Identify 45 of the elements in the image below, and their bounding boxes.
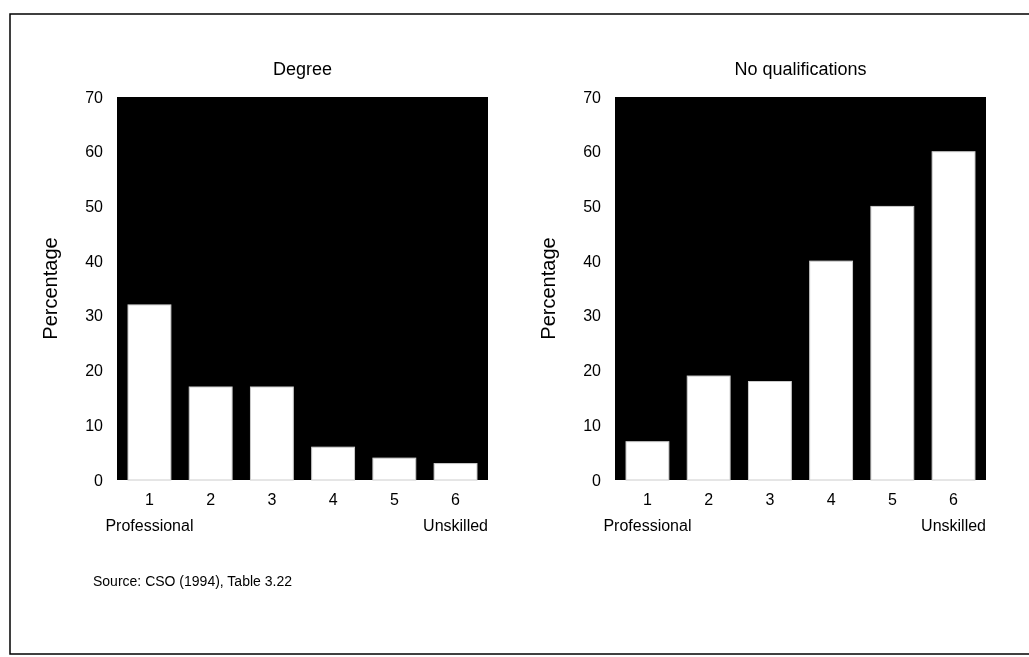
- y-tick-label: 0: [94, 471, 104, 489]
- bar: [747, 381, 792, 481]
- y-tick-label: 30: [85, 307, 104, 325]
- x-tick-label: 6 Unskilled: [423, 491, 489, 534]
- y-tick-label: 0: [592, 471, 602, 489]
- y-tick-label: 30: [583, 307, 602, 325]
- y-tick-label: 60: [583, 143, 602, 161]
- y-tick-label: 10: [583, 416, 602, 434]
- y-axis-title: Percentage: [537, 237, 559, 340]
- x-tick-label: 6 Unskilled: [921, 491, 987, 534]
- y-tick-label: 70: [85, 88, 104, 106]
- x-tick-label: 4: [328, 491, 338, 508]
- y-tick-label: 60: [85, 143, 104, 161]
- x-tick-label: 2: [704, 491, 714, 508]
- bar: [127, 304, 172, 481]
- bar: [625, 441, 670, 481]
- bar: [809, 260, 854, 481]
- x-tick-label: 5: [887, 491, 897, 508]
- y-tick-label: 50: [85, 198, 104, 216]
- x-tick-label: 3: [765, 491, 775, 508]
- bar: [870, 205, 915, 481]
- bar: [372, 457, 417, 481]
- y-tick-label: 70: [583, 88, 602, 106]
- y-tick-label: 40: [583, 252, 602, 270]
- y-tick-label: 40: [85, 252, 104, 270]
- x-tick-label: 4: [826, 491, 836, 508]
- y-tick-label: 20: [85, 362, 104, 380]
- y-axis-title: Percentage: [39, 237, 61, 340]
- bar: [188, 386, 233, 481]
- bar: [686, 375, 731, 481]
- bar: [249, 386, 294, 481]
- x-tick-label: 5: [389, 491, 399, 508]
- x-tick-label: 1 Professional: [105, 491, 194, 534]
- y-tick-label: 20: [583, 362, 602, 380]
- x-tick-label: 2: [206, 491, 216, 508]
- x-tick-label: 3: [267, 491, 277, 508]
- y-tick-label: 10: [85, 416, 104, 434]
- x-tick-label: 1 Professional: [603, 491, 692, 534]
- bar: [433, 463, 478, 481]
- source-note: Source: CSO (1994), Table 3.22: [93, 573, 293, 589]
- bar: [311, 446, 356, 481]
- chart-title: Degree: [272, 59, 333, 79]
- chart-title: No qualifications: [734, 59, 867, 79]
- bar: [931, 151, 976, 481]
- y-tick-label: 50: [583, 198, 602, 216]
